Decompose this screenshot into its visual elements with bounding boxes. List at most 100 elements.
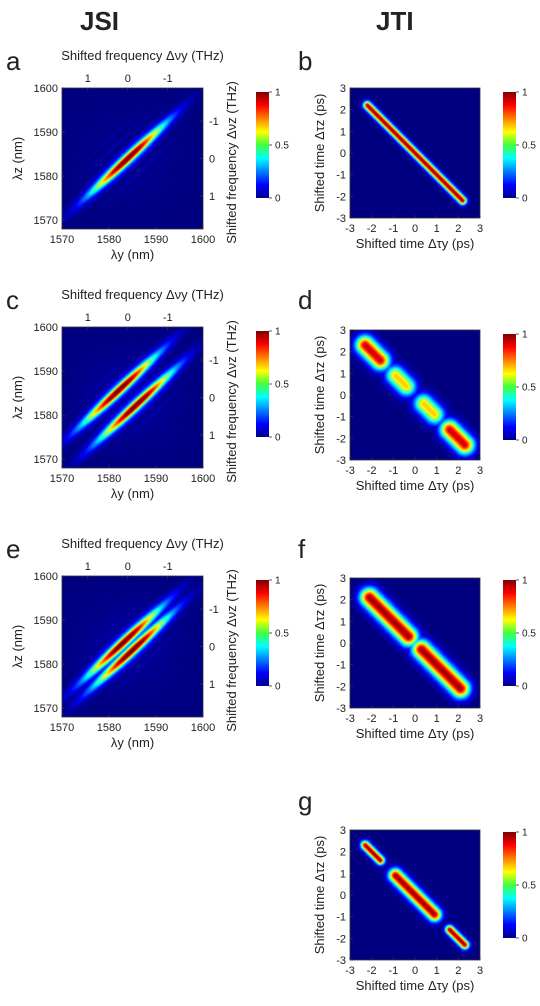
top-axis-label: Shifted frequency Δνy (THz) (61, 48, 224, 63)
top-axis-label: Shifted frequency Δνy (THz) (61, 287, 224, 302)
colorbar-tick-label: 0 (275, 194, 281, 205)
x-tick-label: 1 (434, 465, 440, 477)
panel-letter: g (298, 786, 312, 816)
x-tick-label: 2 (455, 713, 461, 725)
y-tick-label: 2 (340, 347, 346, 359)
x-tick-label: -2 (367, 713, 377, 725)
right-tick-label: 1 (209, 430, 215, 442)
x-tick-label: 0 (412, 465, 418, 477)
y-tick-label: 3 (340, 573, 346, 585)
right-tick-label: -1 (209, 116, 219, 128)
y-tick-label: 3 (340, 825, 346, 837)
x-tick-label: -1 (388, 713, 398, 725)
y-tick-label: 1600 (34, 322, 58, 334)
right-axis-label: Shifted frequency Δνz (THz) (224, 569, 239, 732)
colorbar-tick-label: 1 (275, 88, 281, 99)
panel-letter: e (6, 534, 20, 564)
y-tick-label: 2 (340, 595, 346, 607)
x-tick-label: 1570 (50, 473, 74, 485)
x-tick-label: 1600 (191, 234, 215, 246)
x-tick-label: -2 (367, 465, 377, 477)
y-tick-label: -3 (336, 455, 346, 467)
panel-a: a 1570 1580 1590 1600 1570 1580 1590 1600 λy (nm)… (6, 46, 289, 262)
y-tick-label: 3 (340, 325, 346, 337)
colorbar-tick-label: 0 (275, 682, 281, 693)
x-tick-label: -3 (345, 713, 355, 725)
top-tick-label: -1 (163, 312, 173, 324)
colorbar (256, 92, 269, 198)
x-tick-label: -3 (345, 465, 355, 477)
x-tick-label: -2 (367, 965, 377, 977)
jsi-header: JSI (80, 6, 119, 36)
x-axis-label: λy (nm) (111, 735, 154, 750)
y-tick-label: 1570 (34, 215, 58, 227)
x-tick-label: 1590 (144, 722, 168, 734)
x-tick-label: 3 (477, 965, 483, 977)
colorbar-tick-label: 1 (275, 576, 281, 587)
y-axis-label: Shifted time Δτz (ps) (312, 336, 327, 455)
right-tick-label: 0 (209, 393, 215, 405)
y-tick-label: 1580 (34, 410, 58, 422)
panel-letter: a (6, 46, 21, 76)
colorbar-tick-label: 0 (275, 433, 281, 444)
x-tick-label: 2 (455, 965, 461, 977)
y-tick-label: 2 (340, 847, 346, 859)
x-tick-label: 3 (477, 713, 483, 725)
y-axis-label: Shifted time Δτz (ps) (312, 94, 327, 213)
top-tick-label: 0 (125, 561, 131, 573)
x-axis-label: Shifted time Δτy (ps) (356, 726, 475, 741)
y-tick-label: 1600 (34, 83, 58, 95)
x-tick-label: 3 (477, 465, 483, 477)
colorbar-tick-label: 0.5 (275, 629, 289, 640)
y-axis-label: Shifted time Δτz (ps) (312, 836, 327, 955)
x-tick-label: -3 (345, 223, 355, 235)
panel-letter: b (298, 46, 312, 76)
right-tick-label: 1 (209, 679, 215, 691)
x-tick-label: 0 (412, 713, 418, 725)
y-tick-label: 1 (340, 126, 346, 138)
colorbar-tick-label: 0.5 (522, 881, 536, 892)
colorbar (256, 580, 269, 686)
x-tick-label: 1 (434, 965, 440, 977)
y-tick-label: -3 (336, 213, 346, 225)
x-tick-label: 1 (434, 713, 440, 725)
panel-letter: d (298, 285, 312, 315)
colorbar (503, 832, 516, 938)
colorbar-tick-label: 1 (522, 330, 528, 341)
top-tick-label: -1 (163, 561, 173, 573)
colorbar-tick-label: 0 (522, 934, 528, 945)
colorbar-tick-label: 0 (522, 682, 528, 693)
right-tick-label: 0 (209, 642, 215, 654)
right-tick-label: -1 (209, 604, 219, 616)
panel-letter: f (298, 534, 306, 564)
top-tick-label: 0 (125, 312, 131, 324)
colorbar (503, 334, 516, 440)
y-axis-label: λz (nm) (10, 137, 25, 180)
colorbar-tick-label: 0.5 (522, 629, 536, 640)
x-tick-label: -1 (388, 465, 398, 477)
colorbar (503, 92, 516, 198)
top-axis-label: Shifted frequency Δνy (THz) (61, 536, 224, 551)
y-tick-label: -3 (336, 955, 346, 967)
colorbar-tick-label: 0.5 (275, 141, 289, 152)
top-tick-label: 0 (125, 73, 131, 85)
right-tick-label: 0 (209, 154, 215, 166)
y-tick-label: 0 (340, 638, 346, 650)
top-tick-label: 1 (85, 73, 91, 85)
y-tick-label: -2 (336, 191, 346, 203)
x-tick-label: 1 (434, 223, 440, 235)
x-tick-label: 1580 (97, 722, 121, 734)
y-tick-label: 1590 (34, 127, 58, 139)
y-tick-label: 1 (340, 616, 346, 628)
y-axis-label: Shifted time Δτz (ps) (312, 584, 327, 703)
x-axis-label: λy (nm) (111, 486, 154, 501)
colorbar-tick-label: 1 (522, 88, 528, 99)
x-axis-label: Shifted time Δτy (ps) (356, 978, 475, 993)
y-tick-label: 0 (340, 390, 346, 402)
right-tick-label: -1 (209, 355, 219, 367)
y-tick-label: -1 (336, 412, 346, 424)
x-tick-label: 2 (455, 223, 461, 235)
colorbar-tick-label: 0 (522, 194, 528, 205)
